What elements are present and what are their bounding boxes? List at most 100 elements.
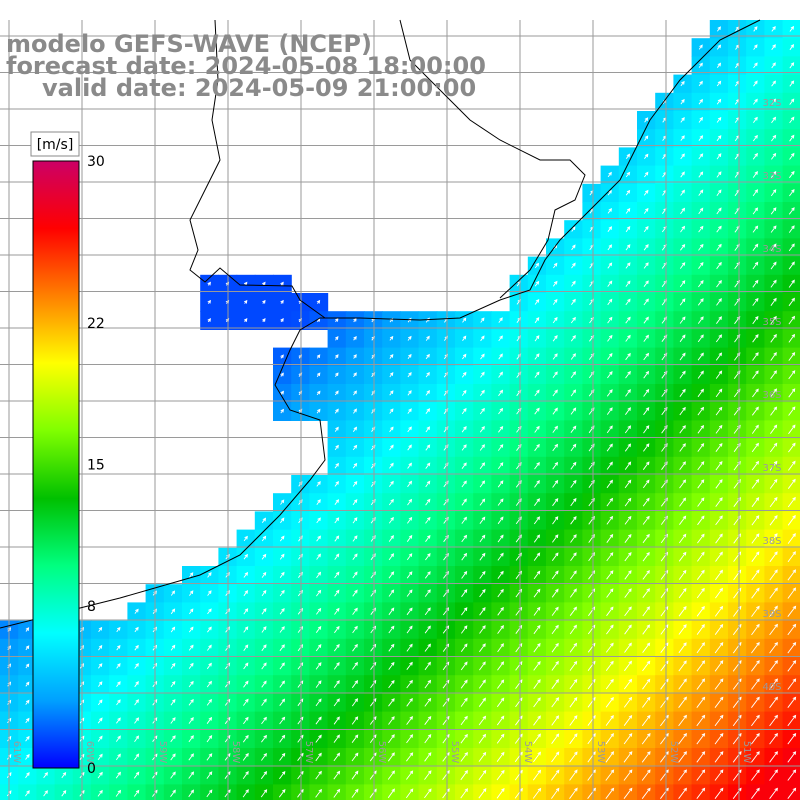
- wind-arrow: [278, 789, 286, 798]
- wind-arrow: [752, 315, 759, 325]
- wind-arrow: [98, 681, 103, 687]
- wind-arrow: [352, 535, 358, 542]
- wind-arrow: [533, 588, 541, 598]
- wind-arrow: [170, 626, 176, 633]
- wind-arrow: [771, 26, 776, 32]
- wind-arrow: [787, 678, 797, 690]
- wind-arrow: [497, 606, 504, 616]
- wind-arrow: [407, 480, 413, 488]
- wind-arrow: [605, 678, 614, 690]
- wind-arrow: [751, 406, 759, 416]
- wind-arrow: [333, 662, 340, 670]
- wind-arrow: [625, 370, 631, 379]
- wind-arrow: [715, 479, 723, 489]
- wind-arrow: [696, 624, 705, 635]
- wind-arrow: [333, 716, 340, 725]
- wind-arrow: [698, 80, 703, 87]
- wind-arrow: [641, 714, 651, 727]
- wind-cell: [491, 784, 511, 800]
- wind-arrow: [497, 498, 504, 506]
- wind-arrow: [769, 515, 778, 526]
- wind-arrow: [479, 407, 485, 415]
- wind-arrow: [751, 442, 759, 453]
- wind-arrow: [279, 644, 285, 652]
- wind-arrow: [697, 370, 704, 379]
- wind-arrow: [644, 171, 649, 178]
- wind-arrow: [352, 553, 358, 560]
- wind-arrow: [787, 787, 797, 799]
- wind-arrow: [714, 623, 724, 635]
- wind-arrow: [551, 733, 560, 744]
- wind-arrow: [461, 552, 468, 561]
- wind-arrow: [407, 372, 412, 378]
- wind-arrow: [752, 225, 759, 233]
- latitude-label: 32S: [762, 98, 781, 109]
- wind-arrow: [353, 317, 357, 323]
- wind-arrow: [479, 444, 485, 451]
- wind-arrow: [698, 44, 703, 50]
- wind-arrow: [642, 479, 650, 489]
- wind-arrow: [353, 354, 357, 359]
- wind-arrow: [680, 98, 685, 105]
- wind-arrow: [569, 733, 578, 745]
- wind-arrow: [353, 408, 357, 414]
- wind-arrow: [606, 461, 613, 470]
- wind-arrow: [479, 480, 486, 488]
- wind-arrow: [389, 462, 394, 469]
- wind-arrow: [533, 516, 541, 525]
- wind-arrow: [606, 624, 614, 635]
- wind-arrow: [641, 769, 651, 781]
- wind-arrow: [770, 225, 777, 233]
- wind-arrow: [25, 681, 30, 687]
- wind-arrow: [98, 644, 103, 651]
- wind-arrow: [624, 497, 632, 507]
- wind-arrow: [334, 571, 340, 579]
- wind-arrow: [406, 643, 413, 652]
- wind-arrow: [260, 789, 268, 798]
- wind-arrow: [261, 662, 267, 670]
- wind-arrow: [788, 243, 795, 252]
- wind-arrow: [753, 116, 758, 123]
- wind-arrow: [498, 425, 504, 433]
- wind-arrow: [787, 514, 796, 526]
- wind-arrow: [696, 569, 705, 580]
- wind-arrow: [460, 679, 468, 689]
- wind-arrow: [497, 679, 505, 689]
- wind-arrow: [570, 407, 577, 415]
- wind-arrow: [607, 171, 612, 178]
- wind-arrow: [243, 553, 248, 560]
- wind-arrow: [389, 444, 394, 451]
- wind-arrow: [697, 443, 705, 452]
- wind-arrow: [680, 207, 686, 215]
- wind-arrow: [752, 388, 759, 398]
- wind-arrow: [315, 788, 322, 798]
- wind-arrow: [25, 772, 30, 779]
- wind-cell: [473, 784, 492, 800]
- wind-cell: [200, 784, 219, 800]
- wind-arrow: [406, 589, 413, 597]
- wind-arrow: [406, 571, 413, 579]
- wind-arrow: [243, 535, 248, 542]
- wind-arrow: [480, 389, 485, 396]
- wind-arrow: [551, 588, 559, 598]
- wind-arrow: [770, 189, 777, 197]
- wind-arrow: [261, 734, 267, 743]
- wind-arrow: [425, 371, 430, 378]
- wind-arrow: [316, 481, 321, 487]
- colorbar-unit: [m/s]: [37, 137, 74, 153]
- wind-arrow: [714, 787, 724, 799]
- wind-arrow: [496, 769, 505, 781]
- wind-arrow: [625, 189, 631, 196]
- wind-arrow: [534, 262, 540, 269]
- wind-arrow: [479, 426, 485, 433]
- wind-arrow: [97, 789, 103, 797]
- wind-arrow: [134, 626, 139, 633]
- wind-arrow: [461, 426, 467, 433]
- wind-arrow: [497, 444, 504, 451]
- wind-arrow: [771, 62, 776, 69]
- wind-arrow: [697, 406, 705, 416]
- wind-arrow: [696, 605, 705, 617]
- wind-arrow: [642, 606, 650, 617]
- wind-arrow: [188, 680, 194, 688]
- colorbar-tick-label: 8: [87, 599, 96, 615]
